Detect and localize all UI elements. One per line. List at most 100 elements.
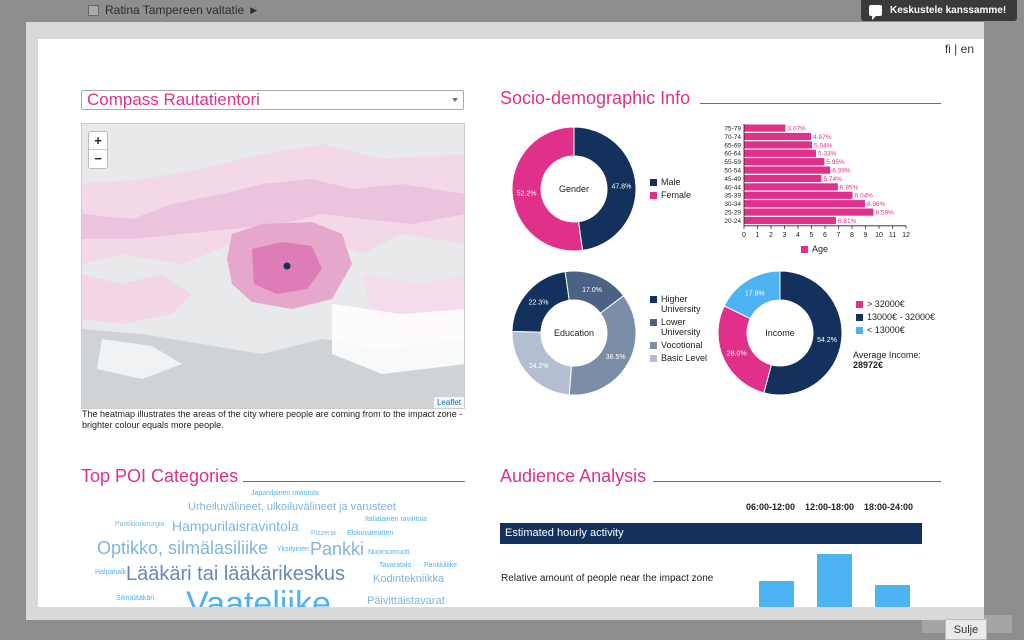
legend-swatch [856, 314, 863, 321]
chevron-down-icon [452, 98, 458, 105]
poi-word: Pankki [310, 539, 365, 559]
compass-select[interactable]: Compass Rautatientori [81, 90, 464, 110]
hour-column-header: 06:00-12:00 [746, 502, 796, 512]
zoom-control: + − [88, 131, 108, 169]
gender-legend: Male Female [650, 177, 691, 203]
age-bar [744, 174, 822, 183]
lang-separator: | [954, 42, 958, 56]
legend-label: Female [661, 190, 692, 200]
legend-item: > 32000€ [856, 299, 935, 309]
poi-word: Nuorisomuoti [368, 549, 410, 556]
poi-word: Japanilainen ravintola [251, 490, 319, 497]
donut-slice-label: 52.2% [517, 190, 537, 197]
donut-slice [568, 294, 637, 396]
age-x-tick-label: 10 [875, 232, 883, 239]
zoom-in-button[interactable]: + [89, 132, 107, 150]
socio-title: Socio-demographic Info [500, 88, 691, 108]
caret-right-icon: ▶ [250, 4, 258, 15]
close-button[interactable]: Sulje [945, 619, 987, 640]
heatmap-map[interactable]: + − Leaflet [81, 123, 465, 409]
age-bar [744, 124, 786, 132]
age-x-tick-label: 6 [823, 232, 827, 239]
speech-bubble-icon [869, 5, 882, 20]
poi-word: Silmälääkäri [116, 595, 155, 602]
map-caption: The heatmap illustrates the areas of the… [82, 409, 463, 430]
legend-swatch [650, 179, 657, 186]
audience-bar [759, 580, 794, 607]
legend-swatch [650, 342, 657, 349]
legend-item: < 13000€ [856, 325, 935, 335]
age-bar-chart: 75-79 3.07% 70-74 4.97% 65-69 5.04% 60-64 5.33%… [724, 124, 910, 239]
age-legend: Age [801, 244, 828, 257]
age-bar-value-label: 8.96% [867, 201, 886, 208]
poi-word: Elokuvateatteri [347, 530, 394, 537]
legend-item: Basic Level [650, 353, 718, 363]
age-category-label: 40-44 [724, 184, 741, 191]
age-category-label: 60-64 [724, 151, 741, 158]
donut-slice [763, 270, 843, 396]
audience-bar [817, 554, 852, 607]
zoom-out-button[interactable]: − [94, 151, 102, 166]
gender-donut-chart: 47.8% 52.2% Gender [511, 126, 637, 252]
compass-select-value: Compass Rautatientori [87, 90, 260, 109]
donut-slice-label: 28.0% [727, 351, 747, 358]
age-bar-value-label: 6.95% [840, 184, 859, 191]
donut-center-label: Income [765, 328, 795, 338]
age-bar-value-label: 5.74% [823, 176, 842, 183]
legend-item: Male [650, 177, 691, 187]
age-bar [744, 166, 831, 174]
age-x-tick-label: 7 [837, 232, 841, 239]
audience-bar [875, 585, 910, 607]
lang-en-link[interactable]: en [960, 42, 974, 56]
age-category-label: 55-59 [724, 159, 741, 166]
average-income-label: Average Income: [853, 350, 921, 360]
poi-word: Lääkäri tai lääkärikeskus [126, 563, 345, 585]
age-x-tick-label: 8 [850, 232, 854, 239]
legend-item: Vocotional [650, 340, 718, 350]
education-legend: Higher University Lower University Vocot… [650, 294, 718, 366]
legend-label: Lower University [661, 317, 701, 337]
poi-word: Pastikkakirurgia [115, 521, 165, 528]
poi-word: Yksityinen [277, 546, 309, 553]
donut-slice-label: 17.0% [582, 287, 602, 294]
age-bar [744, 191, 853, 199]
age-x-tick-label: 2 [769, 232, 773, 239]
income-legend: > 32000€ 13000€ - 32000€ < 13000€ [856, 299, 935, 338]
legend-item: Lower University [650, 317, 718, 337]
language-switcher: fi | en [945, 42, 974, 56]
lang-fi-link[interactable]: fi [944, 42, 951, 56]
poi-word-cloud: Japanilainen ravintola Urheiluvälineet, … [81, 489, 465, 607]
donut-slice [511, 126, 584, 252]
legend-label: 13000€ - 32000€ [867, 312, 936, 322]
legend-item: Age [801, 244, 828, 254]
legend-swatch [650, 319, 657, 326]
age-category-label: 70-74 [724, 134, 741, 141]
legend-item: Female [650, 190, 691, 200]
heatmap-layer [82, 124, 464, 408]
legend-swatch [650, 192, 657, 199]
legend-label: Age [812, 244, 829, 254]
age-category-label: 65-69 [724, 142, 741, 149]
donut-center-label: Education [554, 328, 594, 338]
age-bar [744, 158, 825, 166]
age-category-label: 30-34 [724, 201, 741, 208]
age-bar-value-label: 5.04% [814, 142, 833, 149]
age-bar-value-label: 5.95% [826, 159, 845, 166]
age-x-tick-label: 1 [756, 232, 760, 239]
donut-slice-label: 54.2% [817, 337, 837, 344]
chat-button[interactable]: Keskustele kanssamme! [861, 0, 1017, 21]
donut-slice-label: 22.3% [529, 299, 549, 306]
donut-slice [717, 305, 773, 394]
age-bar-value-label: 4.97% [813, 134, 832, 141]
age-category-label: 45-49 [724, 176, 741, 183]
audience-title: Audience Analysis [500, 466, 647, 486]
legend-swatch [801, 246, 808, 253]
age-bar-value-label: 6.81% [838, 218, 857, 225]
checkbox-icon [88, 4, 99, 16]
legend-item: Higher University [650, 294, 718, 314]
legend-swatch [650, 355, 657, 362]
poi-word: Pizzeria [311, 530, 336, 537]
relative-amount-label: Relative amount of people near the impac… [501, 573, 714, 584]
leaflet-attribution-link[interactable]: Leaflet [433, 397, 464, 408]
donut-slice [573, 126, 637, 251]
